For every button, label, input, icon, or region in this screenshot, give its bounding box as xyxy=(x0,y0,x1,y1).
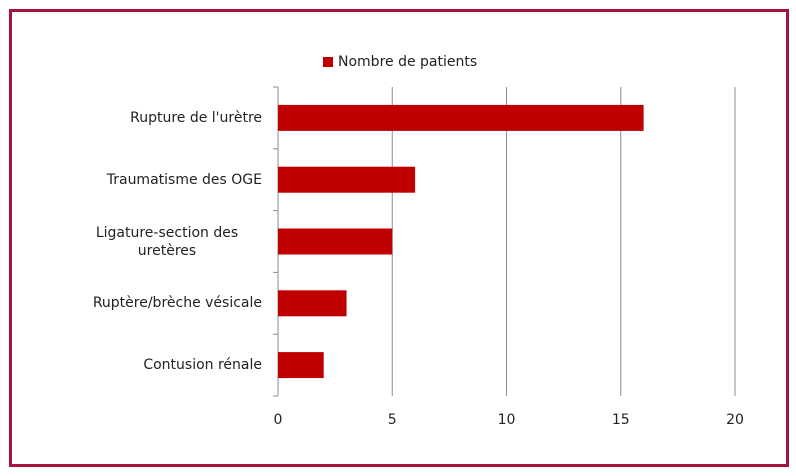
x-tick-label: 10 xyxy=(498,412,516,428)
legend-label: Nombre de patients xyxy=(338,54,477,70)
x-tick-label: 0 xyxy=(274,412,283,428)
x-tick-label: 15 xyxy=(612,412,630,428)
y-tick-label: Ruptère/brèche vésicale xyxy=(92,295,262,312)
x-tick-label: 20 xyxy=(726,412,744,428)
chart-frame xyxy=(9,9,789,467)
bar xyxy=(278,104,644,131)
bar xyxy=(278,290,347,317)
x-tick-label: 5 xyxy=(388,412,397,428)
y-tick-label: Rupture de l'urètre xyxy=(130,109,262,126)
y-tick-label: Contusion rénale xyxy=(143,357,262,374)
y-tick-label: Traumatisme des OGE xyxy=(106,171,262,188)
bar xyxy=(278,166,416,193)
y-tick-label: Ligature-section des uretères xyxy=(95,224,239,259)
bar xyxy=(278,352,324,379)
legend-swatch xyxy=(323,57,333,67)
bar xyxy=(278,228,393,255)
